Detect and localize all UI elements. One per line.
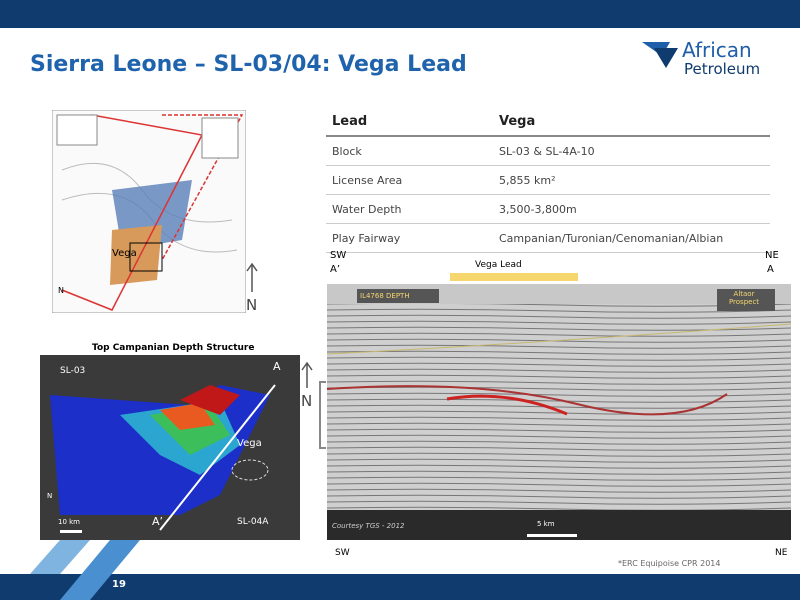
north-arrow	[246, 262, 258, 292]
direction-label: NE	[775, 548, 788, 558]
line-label: IL4768 DEPTH	[360, 292, 410, 300]
map-label: Vega	[237, 438, 262, 449]
logo-mark	[642, 42, 678, 68]
logo-text: African	[682, 38, 752, 62]
bottom-bar	[0, 540, 800, 600]
direction-label: NE	[765, 250, 779, 261]
seismic-section	[327, 284, 791, 540]
direction-label: SW	[335, 548, 350, 558]
point-label: A’	[330, 264, 341, 275]
block-label: SL-04A	[237, 517, 269, 527]
scale-label: 5 km	[537, 520, 555, 528]
lead-bar	[450, 273, 578, 281]
info-table: Lead Vega Block SL-03 & SL-4A-10 License A…	[326, 107, 770, 253]
courtesy-label: Courtesy TGS - 2012	[332, 522, 405, 530]
page-number: 19	[112, 579, 126, 590]
table-cell: Play Fairway	[326, 223, 493, 253]
point-label: A	[273, 360, 281, 373]
table-cell: 3,500-3,800m	[493, 194, 770, 224]
prospect-label: Altaor Prospect	[728, 290, 760, 306]
map-label: Vega	[112, 248, 137, 259]
title: Sierra Leone – SL-03/04: Vega Lead	[30, 52, 467, 77]
map-title: Top Campanian Depth Structure	[92, 343, 255, 353]
scale-label: 10 km	[58, 518, 81, 526]
table-header: Lead	[326, 107, 493, 137]
table-cell: 5,855 km²	[493, 165, 770, 195]
table-header: Vega	[493, 107, 770, 137]
north-label: N	[246, 296, 258, 314]
point-label: A	[767, 264, 774, 275]
table-cell: Campanian/Turonian/Cenomanian/Albian	[493, 223, 770, 253]
north-label: N	[58, 286, 64, 295]
top-bar	[0, 0, 800, 28]
north-label: N	[47, 492, 53, 500]
table-cell: License Area	[326, 165, 493, 195]
block-label: SL-03	[60, 366, 86, 376]
table-cell: Block	[326, 136, 493, 166]
point-label: A’	[152, 515, 164, 528]
logo-text: Petroleum	[684, 60, 761, 78]
location-map	[52, 110, 246, 313]
lead-label: Vega Lead	[475, 260, 522, 270]
table-cell: Water Depth	[326, 194, 493, 224]
north-arrow	[301, 361, 326, 449]
north-label: N	[301, 392, 313, 410]
depth-map	[40, 355, 300, 540]
table-cell: SL-03 & SL-4A-10	[493, 136, 770, 166]
direction-label: SW	[330, 250, 347, 261]
footnote: *ERC Equipoise CPR 2014	[618, 559, 721, 568]
